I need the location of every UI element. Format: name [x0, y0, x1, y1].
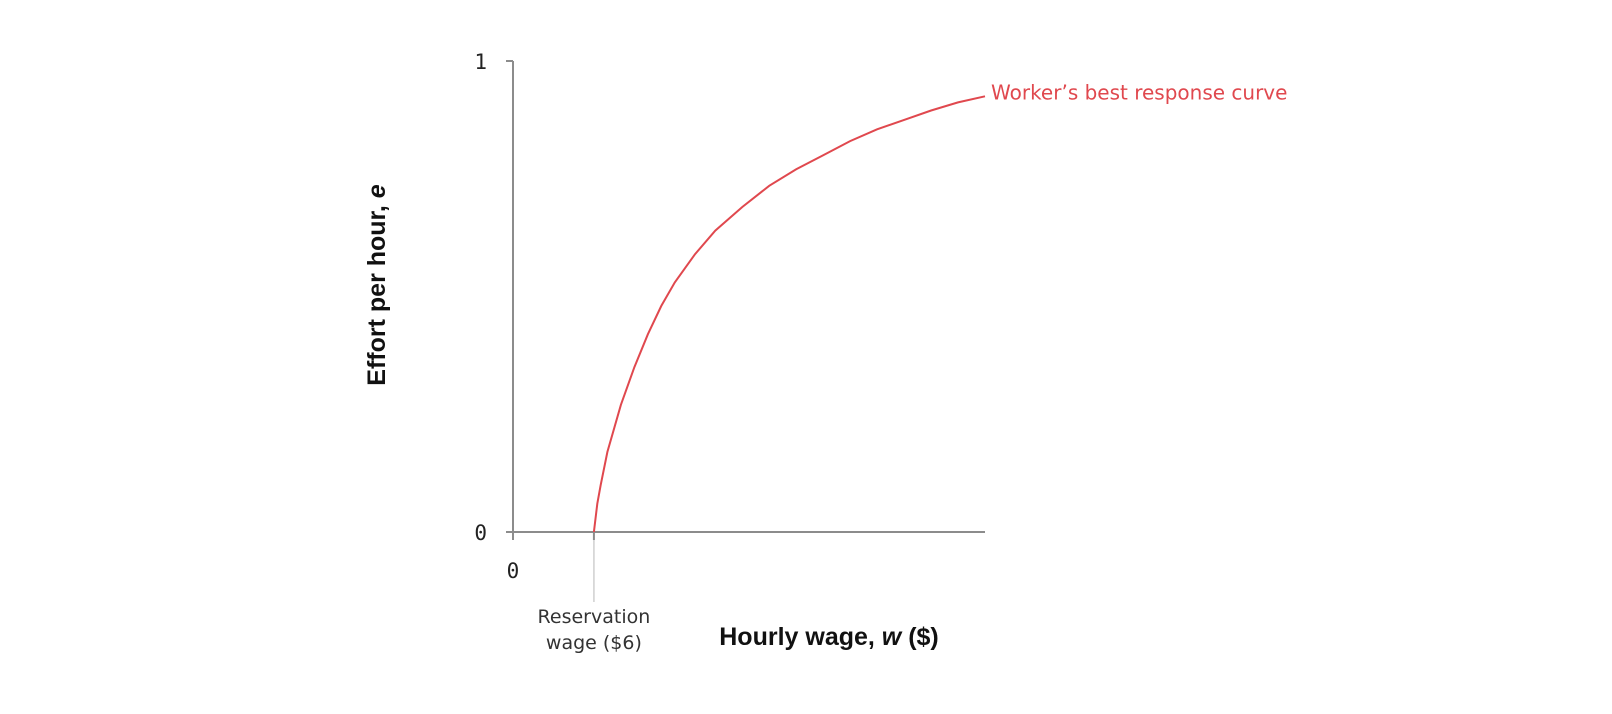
best-response-curve-label: Worker’s best response curve: [991, 80, 1287, 104]
y-tick-label-0: 0: [474, 521, 487, 545]
x-axis-title-text: Hourly wage,: [719, 623, 882, 651]
x-axis-title: Hourly wage, w ($): [719, 623, 939, 651]
y-tick-label-1: 1: [474, 50, 487, 74]
x-tick-label-0: 0: [507, 559, 520, 583]
y-axis-title: Effort per hour, e: [363, 184, 391, 386]
reservation-wage-label-line-2: wage ($6): [546, 632, 642, 654]
reservation-wage-label-line-1: Reservation: [538, 606, 651, 628]
x-axis-title-unit: ($): [901, 623, 939, 651]
x-axis-title-variable: w: [882, 623, 903, 651]
y-axis-title-variable: e: [363, 184, 391, 198]
best-response-curve: [592, 95, 986, 533]
y-axis-title-text: Effort per hour,: [363, 198, 391, 386]
